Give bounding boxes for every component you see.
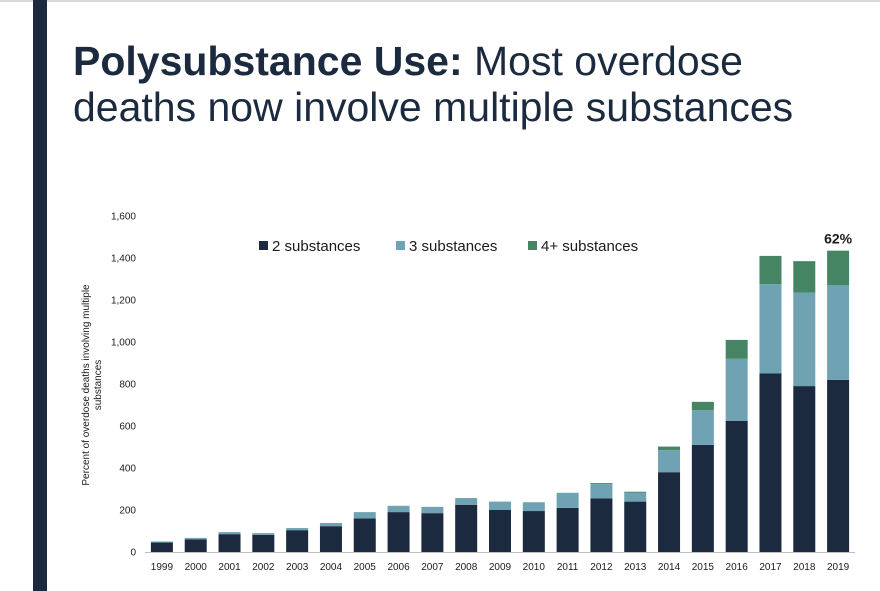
x-tick-label: 2013 [624,562,647,573]
bar-2008-series-1 [455,504,478,552]
bar-2006-series-2 [387,505,410,513]
bar-2003-series-1 [286,530,309,552]
top-rule [0,0,880,2]
bar-2011-series-2 [556,492,579,508]
y-tick-label: 1,200 [111,296,136,307]
bar-2005-series-2 [353,512,376,519]
bar-2019-series-3 [827,250,850,286]
x-tick-label: 2015 [692,562,715,573]
bar-2018-series-2 [793,292,816,387]
legend-label: 4+ substances [541,238,638,255]
bar-2002-series-2 [252,533,275,535]
bar-2017-series-3 [759,255,782,285]
bar-2005-series-1 [353,518,376,552]
bar-2004-series-2 [319,523,342,527]
x-tick-label: 2002 [252,562,275,573]
y-tick-label: 1,600 [111,212,136,223]
bar-2016-series-3 [725,339,748,359]
bar-2013-series-2 [624,492,647,502]
legend-label: 3 substances [409,238,497,255]
bar-2002-series-1 [252,534,275,552]
slide-title-rest: Most overdose deaths now involve multipl… [73,38,794,130]
y-tick-label: 1,000 [111,338,136,349]
x-tick-label: 2006 [387,562,410,573]
bar-2001-series-1 [218,534,241,552]
y-tick-label: 0 [130,548,136,559]
bar-2015-series-3 [691,401,714,411]
bar-2003-series-2 [286,528,309,531]
x-tick-label: 2017 [759,562,782,573]
x-tick-label: 2004 [320,562,343,573]
bar-2001-series-2 [218,532,241,535]
bar-2008-series-2 [455,498,478,505]
x-tick-label: 2003 [286,562,309,573]
bar-2010-series-2 [522,502,545,512]
bar-2004-series-1 [319,526,342,552]
bar-2015-series-2 [691,410,714,445]
bar-2014-series-1 [658,472,681,552]
x-tick-label: 2010 [523,562,546,573]
bar-2006-series-1 [387,512,410,552]
x-tick-label: 2014 [658,562,681,573]
y-tick-label: 600 [119,422,136,433]
x-tick-label: 2012 [590,562,613,573]
y-axis-label-line-2: substances [93,360,104,411]
y-tick-label: 800 [119,380,136,391]
bar-2018-series-1 [793,386,816,552]
y-tick-label: 1,400 [111,254,136,265]
x-tick-label: 2001 [218,562,241,573]
x-tick-label: 2011 [557,562,579,573]
bar-2009-series-1 [489,510,511,552]
bar-1999-series-1 [150,542,173,552]
bar-2019-series-1 [827,379,850,552]
bar-2014-series-3 [658,446,681,451]
bar-2017-series-1 [759,373,782,552]
bar-2012-series-1 [590,498,613,552]
y-tick-label: 400 [119,464,136,475]
x-tick-label: 2018 [793,562,816,573]
bar-2000-series-2 [184,537,207,540]
slide-title-lead: Polysubstance Use: [73,38,463,84]
bar-2009-series-2 [489,501,511,510]
accent-bar [33,0,47,591]
slide-title: Polysubstance Use: Most overdose deaths … [73,38,853,130]
annotation-label: 62% [824,231,853,247]
bar-2000-series-1 [184,539,207,552]
x-tick-label: 2016 [726,562,749,573]
legend-swatch [396,241,405,250]
bar-2016-series-2 [725,358,748,421]
y-tick-label: 200 [119,506,136,517]
x-tick-label: 2019 [827,562,850,573]
x-tick-label: 2000 [185,562,208,573]
bar-2016-series-1 [725,420,748,552]
x-tick-label: 2007 [421,562,444,573]
x-tick-label: 1999 [151,562,174,573]
bar-2007-series-1 [421,513,444,552]
bar-2013-series-1 [624,501,647,552]
x-tick-label: 2008 [455,562,478,573]
bar-2013-series-3 [624,491,647,493]
bar-2007-series-2 [421,506,444,514]
bar-2010-series-1 [522,511,545,552]
bar-2019-series-2 [827,285,850,380]
bar-2012-series-3 [590,483,613,485]
bar-2015-series-1 [691,444,714,552]
bar-2011-series-1 [556,507,579,552]
bar-2012-series-2 [590,484,613,499]
legend-swatch [528,241,537,250]
x-tick-label: 2005 [354,562,377,573]
legend-label: 2 substances [272,238,360,255]
bar-1999-series-2 [150,541,173,543]
bar-2017-series-2 [759,284,782,374]
legend-swatch [259,241,268,250]
x-tick-label: 2009 [489,562,512,573]
y-axis-label: Percent of overdose deaths involving mul… [81,284,92,486]
bar-2018-series-3 [793,261,816,293]
bar-2014-series-2 [658,450,681,473]
